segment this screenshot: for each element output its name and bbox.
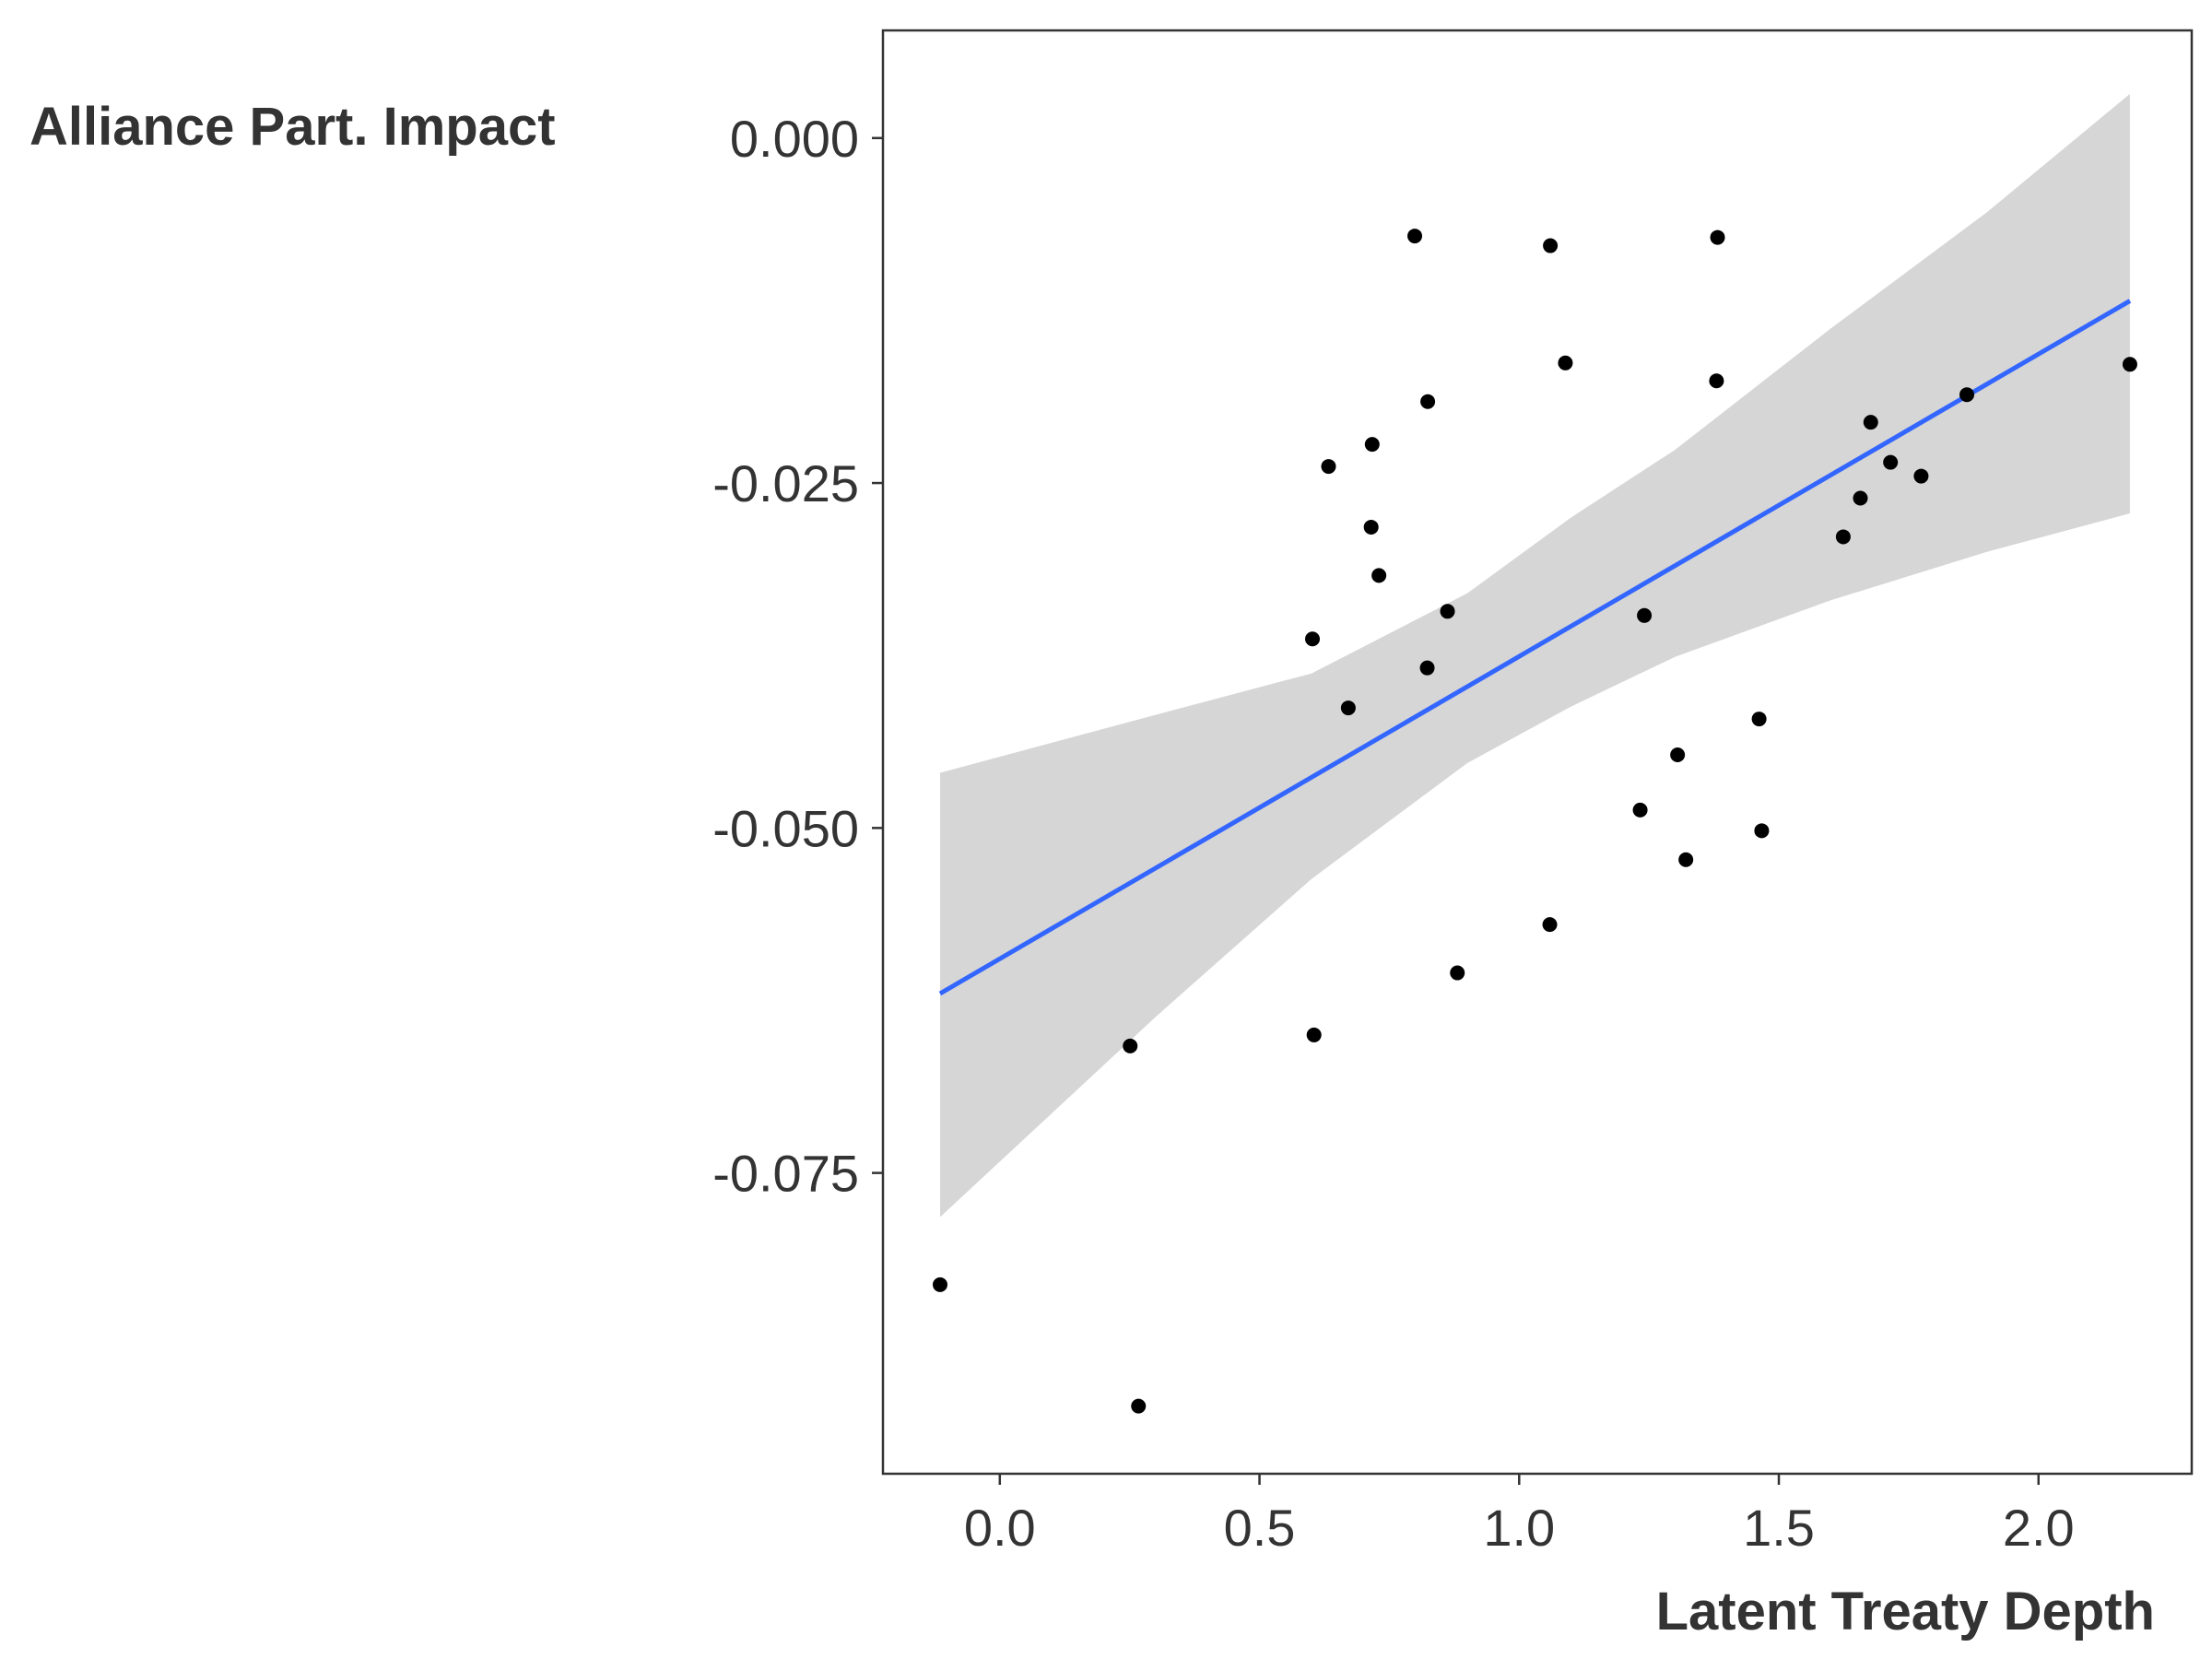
x-tick-label: 0.0 — [964, 1499, 1036, 1557]
data-point — [1440, 604, 1455, 619]
data-point — [1542, 917, 1558, 933]
data-point — [1632, 802, 1648, 818]
x-axis-title: Latent Treaty Depth — [1656, 1582, 2155, 1641]
data-point — [1371, 568, 1387, 583]
data-point — [1835, 529, 1851, 545]
data-point — [1959, 387, 1975, 403]
y-tick-label: -0.025 — [712, 454, 859, 512]
data-point — [1863, 415, 1878, 430]
data-point — [1407, 229, 1423, 244]
data-point — [1321, 459, 1336, 475]
data-point — [932, 1277, 947, 1292]
x-tick-label: 2.0 — [2003, 1499, 2075, 1557]
data-point — [1420, 394, 1436, 409]
data-point — [1913, 468, 1929, 484]
x-tick-label: 1.5 — [1743, 1499, 1815, 1557]
plot-panel-border — [881, 29, 2194, 1476]
data-point — [1364, 437, 1380, 453]
data-point — [1363, 519, 1379, 535]
regression-line — [938, 299, 2132, 996]
data-point — [2122, 357, 2137, 372]
data-point — [1751, 712, 1767, 727]
data-point — [1670, 747, 1686, 762]
y-axis-title: Alliance Part. Impact — [29, 97, 556, 157]
y-tick-label: -0.075 — [712, 1145, 859, 1203]
data-point — [1450, 965, 1465, 981]
data-point — [1340, 700, 1356, 716]
data-point — [1305, 631, 1321, 647]
y-tick-label: 0.000 — [730, 110, 859, 168]
data-point — [1853, 490, 1868, 506]
x-tick-label: 1.0 — [1483, 1499, 1555, 1557]
data-point — [1754, 823, 1770, 839]
data-point — [1123, 1038, 1138, 1053]
data-point — [1709, 373, 1724, 389]
x-tick-label: 0.5 — [1224, 1499, 1296, 1557]
data-point — [1710, 229, 1725, 245]
data-point — [1543, 238, 1559, 253]
data-point — [1637, 607, 1653, 623]
data-point — [1883, 454, 1899, 470]
data-point — [1131, 1398, 1147, 1414]
y-tick-label: -0.050 — [712, 799, 859, 857]
confidence-band — [940, 93, 2130, 1218]
plot-area: 0.000 -0.025 -0.050 -0.075 0.0 0.5 1.0 1.5 2.0 — [712, 29, 2194, 1557]
data-point — [1558, 355, 1573, 371]
data-point — [1419, 660, 1435, 676]
data-point — [1678, 852, 1694, 867]
data-point — [1306, 1027, 1322, 1042]
